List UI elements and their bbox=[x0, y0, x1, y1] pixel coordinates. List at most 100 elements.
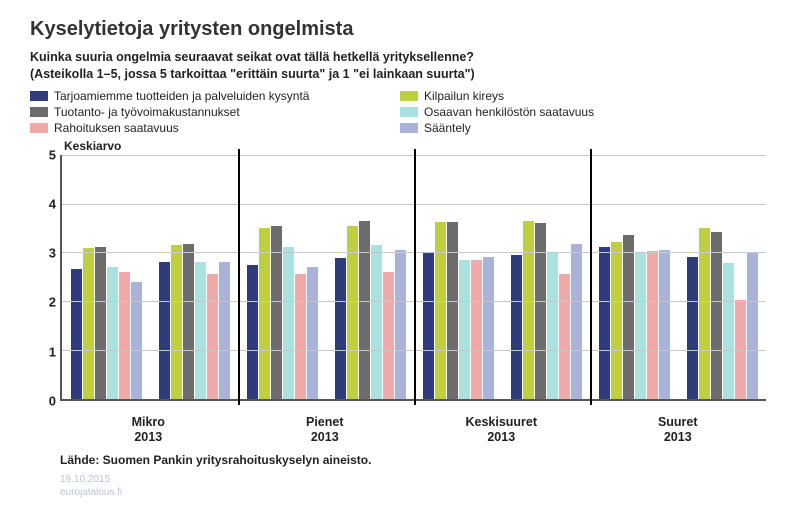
bar bbox=[711, 232, 722, 399]
bar-group bbox=[502, 155, 590, 399]
bar bbox=[723, 263, 734, 399]
x-label: Pienet2013 bbox=[237, 415, 414, 445]
bar bbox=[623, 235, 634, 398]
legend-label: Osaavan henkilöstön saatavuus bbox=[424, 105, 594, 119]
x-label: Mikro2013 bbox=[60, 415, 237, 445]
legend-swatch bbox=[30, 123, 48, 133]
legend-label: Tuotanto- ja työvoimakustannukset bbox=[54, 105, 240, 119]
legend-item: Rahoituksen saatavuus bbox=[30, 121, 400, 135]
legend-swatch bbox=[400, 107, 418, 117]
x-label-top: Mikro bbox=[60, 415, 237, 430]
bar bbox=[535, 223, 546, 399]
y-axis-label: Keskiarvo bbox=[64, 139, 770, 153]
chart-title: Kyselytietoja yritysten ongelmista bbox=[30, 18, 770, 41]
bar bbox=[611, 242, 622, 399]
x-label-top: Keskisuuret bbox=[413, 415, 590, 430]
bar bbox=[559, 274, 570, 398]
bar bbox=[547, 253, 558, 398]
x-label: Suuret2013 bbox=[590, 415, 767, 445]
bar bbox=[599, 247, 610, 398]
bar bbox=[523, 221, 534, 399]
group-divider bbox=[238, 149, 240, 405]
bar bbox=[283, 247, 294, 398]
bar-group bbox=[678, 155, 766, 399]
x-label: Keskisuuret2013 bbox=[413, 415, 590, 445]
bar bbox=[207, 274, 218, 398]
bar bbox=[119, 272, 130, 399]
footer-date: 19.10.2015 bbox=[60, 473, 770, 486]
bar bbox=[383, 272, 394, 399]
legend-item: Tarjoamiemme tuotteiden ja palveluiden k… bbox=[30, 89, 400, 103]
bar-group bbox=[150, 155, 238, 399]
bar bbox=[659, 250, 670, 399]
bar bbox=[511, 255, 522, 399]
legend: Tarjoamiemme tuotteiden ja palveluiden k… bbox=[30, 89, 770, 137]
x-label-bottom: 2013 bbox=[60, 430, 237, 445]
bar bbox=[747, 253, 758, 398]
legend-item: Sääntely bbox=[400, 121, 770, 135]
chart-subtitle: Kuinka suuria ongelmia seuraavat seikat … bbox=[30, 49, 770, 83]
bar-group bbox=[62, 155, 150, 399]
legend-item: Osaavan henkilöstön saatavuus bbox=[400, 105, 770, 119]
y-tick: 0 bbox=[49, 393, 56, 408]
bar bbox=[371, 245, 382, 399]
x-label-top: Suuret bbox=[590, 415, 767, 430]
bar bbox=[635, 253, 646, 398]
legend-label: Kilpailun kireys bbox=[424, 89, 504, 103]
x-label-bottom: 2013 bbox=[237, 430, 414, 445]
bar bbox=[359, 221, 370, 399]
legend-item: Kilpailun kireys bbox=[400, 89, 770, 103]
bar bbox=[219, 262, 230, 399]
legend-swatch bbox=[400, 123, 418, 133]
bar bbox=[483, 257, 494, 399]
subtitle-line: (Asteikolla 1–5, jossa 5 tarkoittaa "eri… bbox=[30, 66, 770, 83]
bar bbox=[195, 262, 206, 399]
y-axis: 012345 bbox=[30, 155, 60, 401]
source-text: Lähde: Suomen Pankin yritysrahoituskysel… bbox=[60, 453, 770, 467]
y-tick: 3 bbox=[49, 246, 56, 261]
group-divider bbox=[414, 149, 416, 405]
x-label-bottom: 2013 bbox=[590, 430, 767, 445]
x-label-top: Pienet bbox=[237, 415, 414, 430]
bar bbox=[171, 245, 182, 399]
bar-group bbox=[590, 155, 678, 399]
bar bbox=[423, 252, 434, 398]
x-label-bottom: 2013 bbox=[413, 430, 590, 445]
legend-label: Rahoituksen saatavuus bbox=[54, 121, 179, 135]
footer-site: eurojatalous.fi bbox=[60, 486, 770, 499]
bar bbox=[247, 265, 258, 399]
bar-group bbox=[326, 155, 414, 399]
bar bbox=[647, 251, 658, 398]
bar bbox=[459, 260, 470, 399]
bar bbox=[699, 228, 710, 399]
plot-area bbox=[60, 155, 766, 401]
bar bbox=[307, 267, 318, 399]
bar bbox=[687, 257, 698, 399]
subtitle-line: Kuinka suuria ongelmia seuraavat seikat … bbox=[30, 49, 770, 66]
y-tick: 4 bbox=[49, 196, 56, 211]
group-divider bbox=[590, 149, 592, 405]
legend-swatch bbox=[30, 107, 48, 117]
bar bbox=[131, 282, 142, 399]
bar bbox=[259, 228, 270, 399]
legend-swatch bbox=[30, 91, 48, 101]
bar bbox=[471, 260, 482, 399]
y-tick: 5 bbox=[49, 147, 56, 162]
legend-label: Sääntely bbox=[424, 121, 471, 135]
bar bbox=[435, 222, 446, 399]
bar bbox=[183, 244, 194, 399]
bar-group bbox=[238, 155, 326, 399]
bar bbox=[83, 248, 94, 398]
chart: 012345 Mikro2013Pienet2013Keskisuuret201… bbox=[30, 155, 770, 423]
bar bbox=[71, 269, 82, 398]
bar bbox=[159, 262, 170, 399]
footer: 19.10.2015 eurojatalous.fi bbox=[60, 473, 770, 499]
bar bbox=[95, 247, 106, 398]
bar bbox=[295, 274, 306, 398]
bar bbox=[447, 222, 458, 399]
legend-item: Tuotanto- ja työvoimakustannukset bbox=[30, 105, 400, 119]
bar bbox=[395, 250, 406, 399]
legend-swatch bbox=[400, 91, 418, 101]
bar-group bbox=[414, 155, 502, 399]
bar bbox=[335, 258, 346, 399]
